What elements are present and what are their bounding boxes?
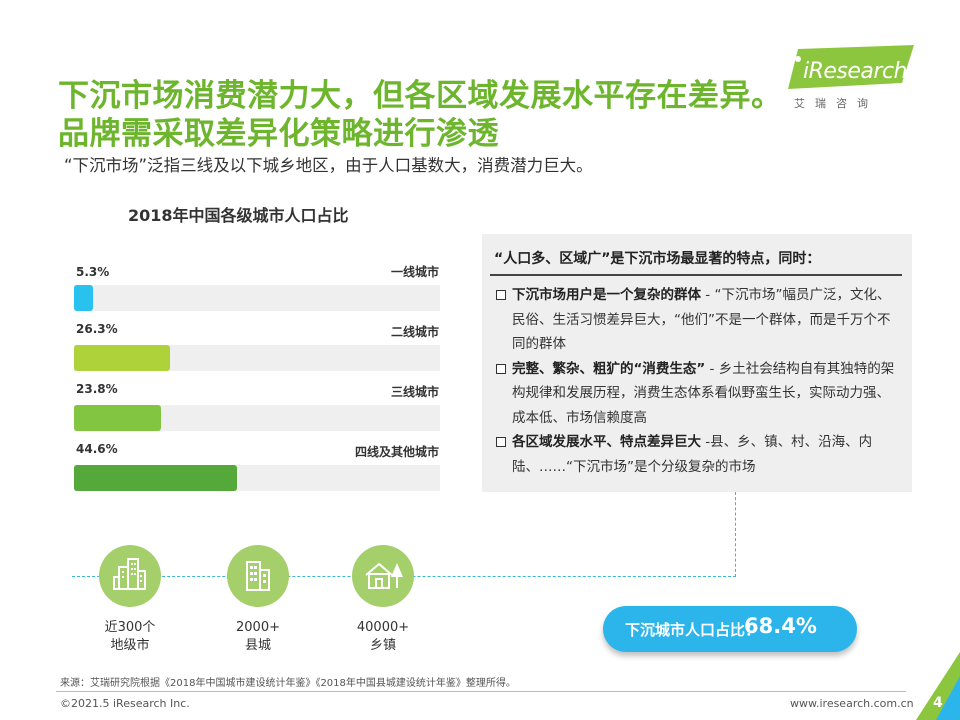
- page-title-line1: 下沉市场消费潜力大，但各区域发展水平存在差异。: [58, 78, 783, 114]
- info-list: 下沉市场用户是一个复杂的群体 - “下沉市场”幅员广泛，文化、民俗、生活习惯差异…: [496, 283, 901, 479]
- source-note: 来源：艾瑞研究院根据《2018年中国城市建设统计年鉴》《2018年中国县城建设统…: [60, 678, 516, 689]
- bar-value-label: 26.3%: [76, 322, 118, 336]
- bar-track: [74, 285, 440, 311]
- unit-name: 地级市: [110, 638, 150, 653]
- bar-track: [74, 345, 440, 371]
- connector-line: [735, 492, 736, 577]
- info-list-item: 完整、繁杂、粗犷的“消费生态” - 乡土社会结构自有其独特的架构规律和发展历程，…: [496, 357, 901, 431]
- checkbox-icon: [496, 363, 506, 374]
- iresearch-logo: iResearch 艾瑞咨询: [784, 45, 924, 117]
- unit-count: 2000+: [236, 620, 280, 635]
- info-item-heading: 完整、繁杂、粗犷的“消费生态”: [512, 360, 706, 377]
- info-item-text: -县、乡、镇、村、沿海、内陆、……“下沉市场”是个分级复杂的市场: [512, 434, 873, 475]
- house-tree-icon: [352, 545, 414, 607]
- unit-count: 近300个: [104, 620, 156, 635]
- unit-count: 40000+: [356, 620, 410, 635]
- info-item-heading: 各区域发展水平、特点差异巨大: [512, 434, 701, 450]
- checkbox-icon: [496, 290, 506, 300]
- info-item-heading: 下沉市场用户是一个复杂的群体: [512, 287, 701, 303]
- bar-value-label: 5.3%: [76, 265, 110, 279]
- page-number: 4: [933, 695, 943, 711]
- bar-category-label: 一线城市: [390, 265, 439, 279]
- corner-decoration-icon: [916, 652, 960, 720]
- bar-second-tier: [74, 345, 170, 371]
- unit-name: 县城: [244, 638, 271, 653]
- bar-third-tier: [74, 405, 161, 431]
- building-icon: [227, 545, 289, 607]
- bar-value-label: 44.6%: [76, 442, 118, 456]
- copyright: ©2021.5 iResearch Inc.: [60, 697, 190, 710]
- bar-value-label: 23.8%: [76, 382, 118, 396]
- info-divider: [490, 274, 902, 276]
- info-item-text: - 乡土社会结构自有其独特的架构规律和发展历程，消费生态体系看似野蛮生长，实际动…: [512, 360, 895, 426]
- logo-badge-icon: [788, 45, 914, 89]
- unit-label: 40000+ 乡镇: [338, 619, 428, 655]
- unit-name: 乡镇: [369, 638, 396, 653]
- info-item-text: - “下沉市场”幅员广泛，文化、民俗、生活习惯差异巨大，“他们”不是一个群体，而…: [512, 287, 891, 352]
- bar-category-label: 三线城市: [390, 385, 439, 399]
- highlight-label: 下沉城市人口占比：: [625, 621, 761, 639]
- page-title-line2: 品牌需采取差异化策略进行渗透: [58, 116, 499, 152]
- logo-chinese-text: 艾瑞咨询: [794, 97, 878, 110]
- checkbox-icon: [496, 437, 506, 447]
- page-subtitle: “下沉市场”泛指三线及以下城乡地区，由于人口基数大，消费潜力巨大。: [64, 156, 593, 175]
- bar-track: [74, 465, 440, 491]
- info-list-item: 各区域发展水平、特点差异巨大 -县、乡、镇、村、沿海、内陆、……“下沉市场”是个…: [496, 430, 901, 479]
- info-list-item: 下沉市场用户是一个复杂的群体 - “下沉市场”幅员广泛，文化、民俗、生活习惯差异…: [496, 283, 901, 357]
- info-heading: “人口多、区域广”是下沉市场最显著的特点，同时：: [494, 251, 821, 267]
- logo-text: iResearch: [803, 59, 908, 84]
- website-link: www.iresearch.com.cn: [790, 697, 914, 710]
- highlight-value: 68.4%: [744, 614, 817, 638]
- footer-divider: [56, 691, 906, 692]
- bar-category-label: 二线城市: [390, 325, 439, 339]
- bar-first-tier: [74, 285, 93, 311]
- bar-fourth-tier: [74, 465, 237, 491]
- highlight-badge: 下沉城市人口占比： 68.4%: [603, 606, 857, 652]
- city-buildings-icon: [99, 545, 161, 607]
- info-panel: “人口多、区域广”是下沉市场最显著的特点，同时： 下沉市场用户是一个复杂的群体 …: [482, 234, 912, 492]
- chart-title: 2018年中国各级城市人口占比: [128, 206, 349, 225]
- unit-label: 近300个 地级市: [85, 619, 175, 655]
- bar-category-label: 四线及其他城市: [354, 445, 439, 459]
- bar-track: [74, 405, 440, 431]
- unit-label: 2000+ 县城: [213, 619, 303, 655]
